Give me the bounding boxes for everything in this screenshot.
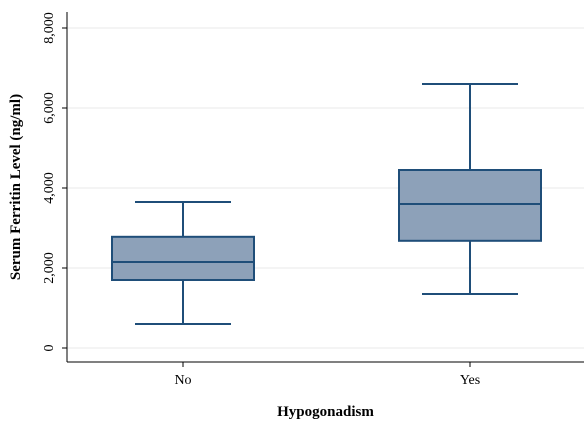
y-axis-title: Serum Ferritin Level (ng/ml) (8, 94, 24, 280)
y-axis-ticks: 0 2,000 4,000 6,000 8,000 (42, 12, 67, 352)
box-no (111, 201, 255, 325)
box-yes (398, 83, 542, 295)
y-tick-label-3: 6,000 (42, 92, 57, 124)
y-tick-label-4: 8,000 (42, 12, 57, 44)
iqr-box-1 (398, 169, 542, 242)
y-tick-label-1: 2,000 (42, 252, 57, 284)
x-axis-ticks: No Yes (174, 362, 480, 388)
x-axis-title: Hypogonadism (277, 404, 374, 420)
x-tick-label-1: Yes (460, 373, 480, 388)
y-tick-label-0: 0 (42, 345, 57, 352)
x-tick-label-0: No (174, 373, 191, 388)
iqr-box-0 (111, 235, 255, 282)
box-series (111, 83, 542, 325)
y-tick-label-2: 4,000 (42, 172, 57, 204)
